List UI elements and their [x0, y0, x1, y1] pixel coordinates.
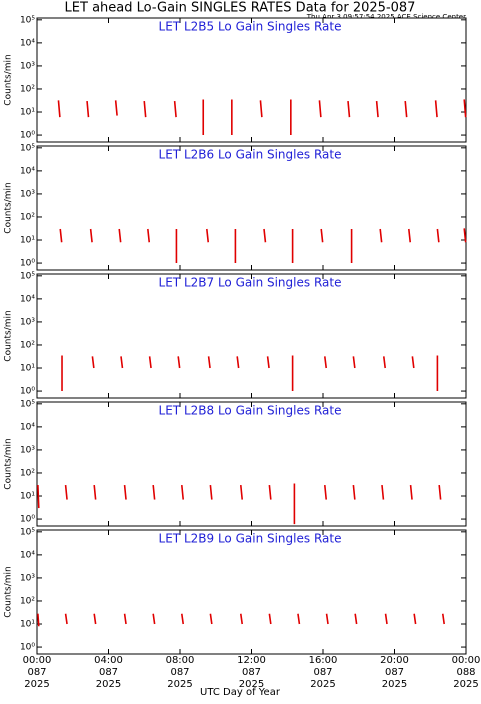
x-tick-label: 00:00: [23, 655, 52, 666]
x-tick-label: 088: [456, 667, 475, 678]
chart-subtitle: Thu Apr 3 09:57:54 2025 ACE Science Cent…: [306, 13, 466, 21]
x-tick-label: 2025: [239, 679, 264, 690]
y-tick-label: 10²: [20, 596, 35, 606]
y-tick-label: 10⁴: [20, 550, 35, 560]
y-tick-label: 10²: [20, 212, 35, 222]
x-tick-label: 2025: [382, 679, 407, 690]
y-tick-label: 10²: [20, 84, 35, 94]
panel-frame: [36, 401, 467, 527]
x-tick-label: 2025: [24, 679, 49, 690]
data-line: [59, 228, 467, 264]
y-tick-label: 10⁵: [20, 15, 35, 25]
y-tick-label: 10⁴: [20, 294, 35, 304]
y-tick-label: 10⁰: [20, 259, 35, 269]
y-tick-label: 10⁰: [20, 131, 35, 141]
y-tick-label: 10¹: [20, 108, 35, 118]
y-tick-label: 10¹: [20, 492, 35, 502]
y-axis-label: Counts/min: [4, 566, 14, 617]
y-tick-label: 10³: [20, 445, 35, 455]
x-axis-label: UTC Day of Year: [200, 687, 281, 698]
panel-title: LET L2B6 Lo Gain Singles Rate: [159, 148, 342, 162]
y-axis-label: Counts/min: [4, 310, 14, 361]
panel-frame: [36, 17, 467, 143]
y-tick-label: 10³: [20, 61, 35, 71]
data-line: [37, 613, 445, 627]
data-line: [57, 99, 467, 136]
panel-frame: [36, 273, 467, 399]
y-tick-label: 10⁵: [20, 143, 35, 153]
y-tick-label: 10⁵: [20, 399, 35, 409]
y-tick-label: 10¹: [20, 364, 35, 374]
x-tick-label: 087: [313, 667, 332, 678]
y-axis-label: Counts/min: [4, 438, 14, 489]
y-tick-label: 10⁰: [20, 387, 35, 397]
panel-frame: [36, 529, 467, 655]
x-tick-label: 04:00: [94, 655, 123, 666]
x-tick-label: 16:00: [309, 655, 338, 666]
x-tick-label: 2025: [310, 679, 335, 690]
x-tick-label: 087: [99, 667, 118, 678]
y-tick-label: 10¹: [20, 620, 35, 630]
x-tick-label: 20:00: [380, 655, 409, 666]
y-tick-label: 10⁰: [20, 515, 35, 525]
y-axis-label: Counts/min: [4, 182, 14, 233]
panel-title: LET L2B7 Lo Gain Singles Rate: [159, 276, 342, 290]
panel-title: LET L2B8 Lo Gain Singles Rate: [159, 404, 342, 418]
y-tick-label: 10³: [20, 317, 35, 327]
panel-title: LET L2B5 Lo Gain Singles Rate: [159, 20, 342, 34]
x-tick-label: 2025: [167, 679, 192, 690]
x-tick-label: 087: [242, 667, 261, 678]
y-tick-label: 10⁵: [20, 271, 35, 281]
y-tick-label: 10¹: [20, 236, 35, 246]
x-tick-label: 00:00: [452, 655, 481, 666]
panel-frame: [36, 145, 467, 271]
x-tick-label: 087: [385, 667, 404, 678]
y-axis-label: Counts/min: [4, 54, 14, 105]
y-tick-label: 10⁴: [20, 38, 35, 48]
y-tick-label: 10²: [20, 468, 35, 478]
y-tick-label: 10⁰: [20, 643, 35, 653]
panel-title: LET L2B9 Lo Gain Singles Rate: [159, 532, 342, 546]
y-tick-label: 10⁵: [20, 527, 35, 537]
y-tick-label: 10³: [20, 189, 35, 199]
y-tick-label: 10³: [20, 573, 35, 583]
y-tick-label: 10⁴: [20, 422, 35, 432]
x-tick-label: 12:00: [237, 655, 266, 666]
x-tick-label: 2025: [96, 679, 121, 690]
y-tick-label: 10²: [20, 340, 35, 350]
x-tick-label: 087: [27, 667, 46, 678]
x-tick-label: 2025: [453, 679, 478, 690]
x-tick-label: 08:00: [166, 655, 195, 666]
y-tick-label: 10⁴: [20, 166, 35, 176]
x-tick-label: 087: [170, 667, 189, 678]
chart-title: LET ahead Lo-Gain SINGLES RATES Data for…: [65, 1, 416, 16]
data-line: [37, 483, 442, 525]
data-line: [61, 355, 439, 392]
